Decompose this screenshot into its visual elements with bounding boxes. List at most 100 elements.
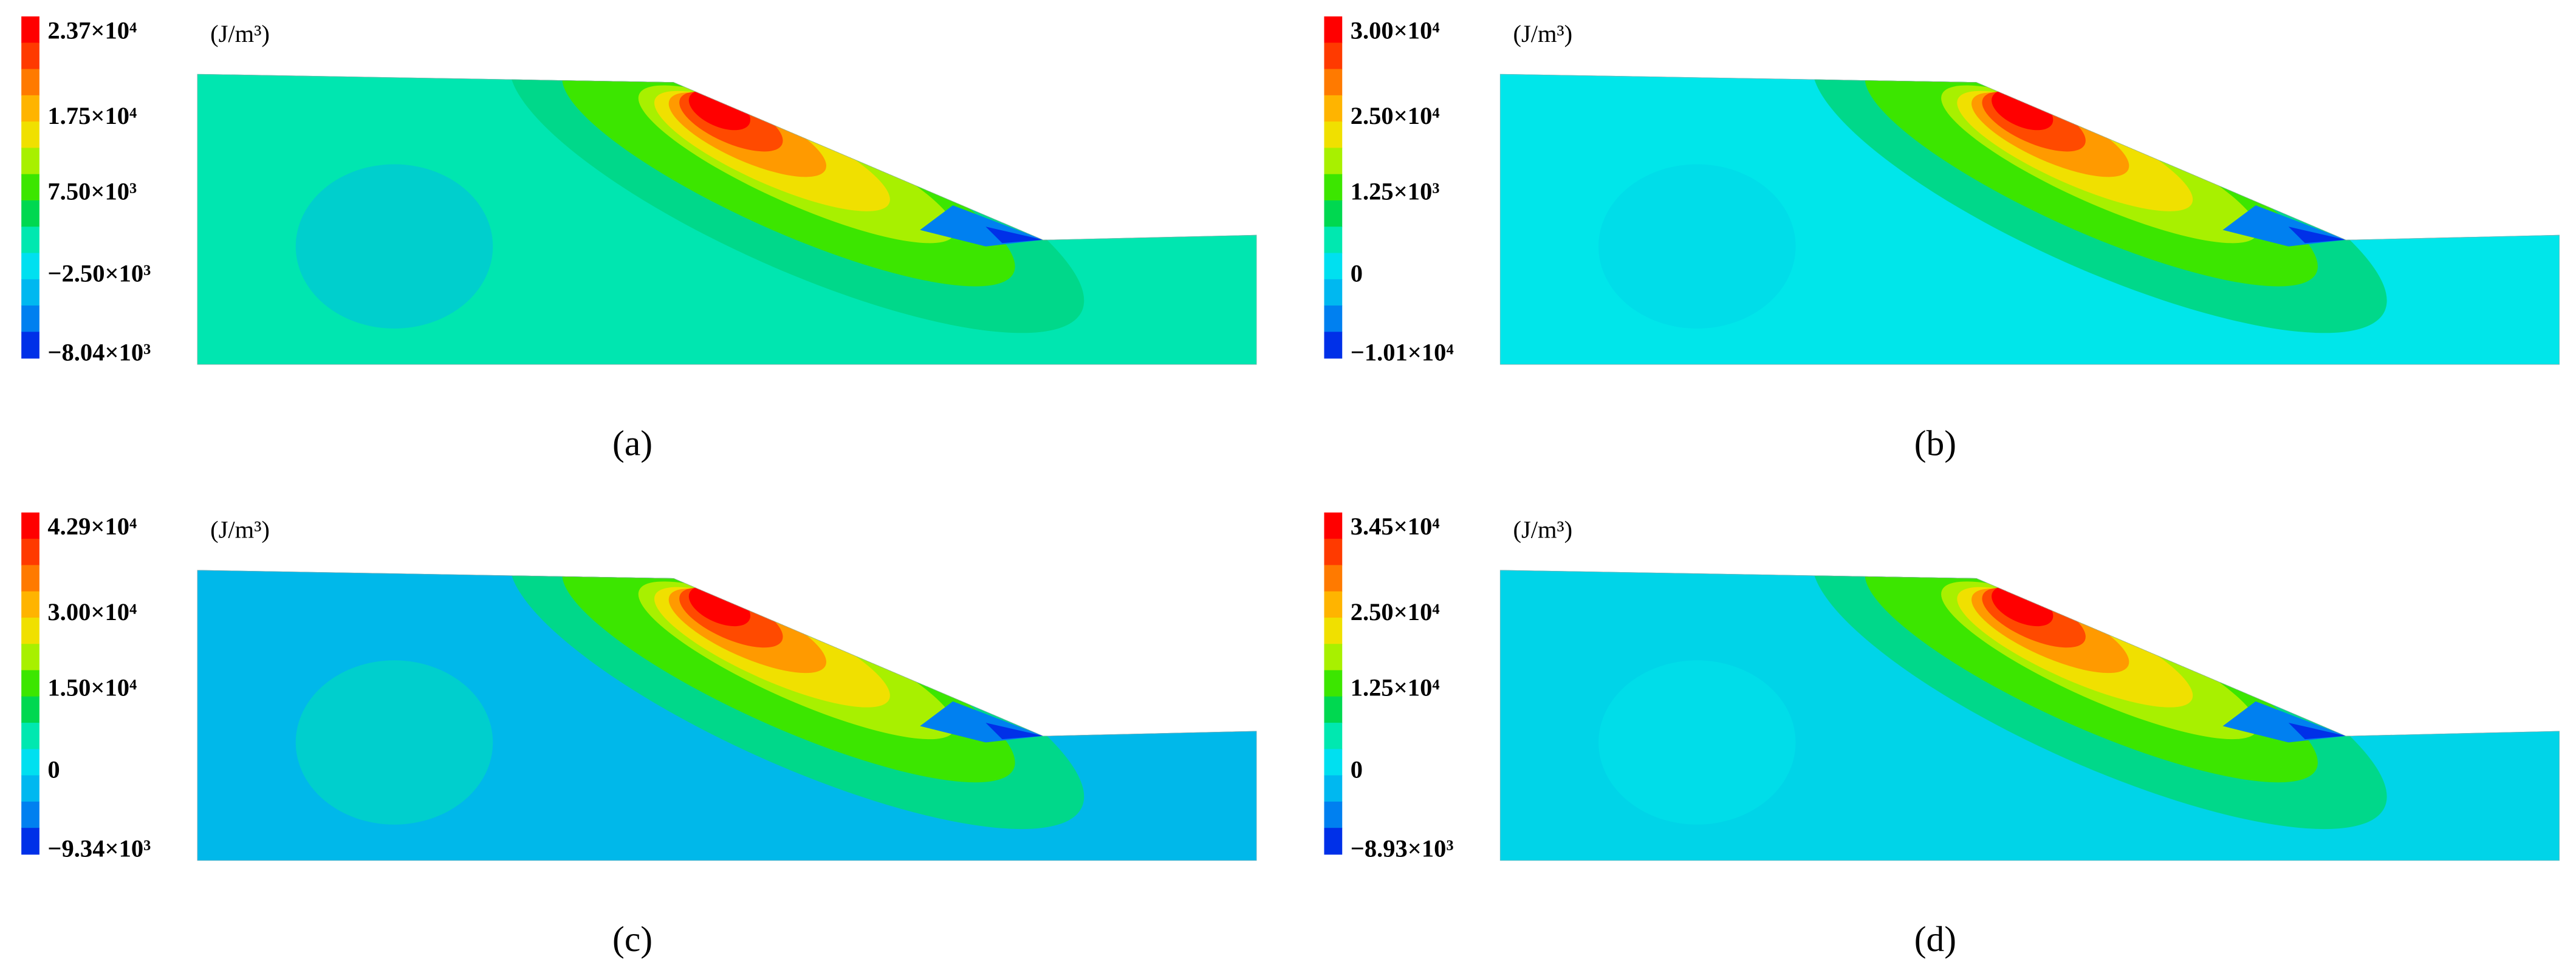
colorbar-band <box>1324 43 1343 70</box>
colorbar-band <box>1324 749 1343 776</box>
colorbar-band <box>21 565 39 592</box>
colorbar-band <box>21 253 39 280</box>
panel: 4.29×10⁴ 3.00×10⁴ 1.50×10⁴ 0 −9.34×10³ (J/m³)… <box>21 512 1257 959</box>
colorbar-band <box>21 227 39 254</box>
panel: 3.45×10⁴ 2.50×10⁴ 1.25×10⁴ 0 −8.93×10³ (J/m³)… <box>1324 512 2560 959</box>
colorbar-band <box>21 121 39 149</box>
contour <box>1598 164 1796 329</box>
colorbar-label: 1.75×10⁴ <box>47 102 137 129</box>
contour <box>1598 660 1796 825</box>
colorbar-band <box>1324 305 1343 333</box>
colorbar-band <box>1324 121 1343 149</box>
colorbar-band <box>21 279 39 306</box>
contour-plot <box>197 73 1257 365</box>
colorbar-band <box>21 512 39 539</box>
colorbar-band <box>21 43 39 70</box>
colorbar-band <box>1324 723 1343 750</box>
colorbar-label: 0 <box>1351 756 1363 783</box>
contour <box>295 660 493 825</box>
colorbar-band <box>1324 253 1343 280</box>
colorbar-label: 1.50×10⁴ <box>47 674 137 701</box>
colorbar-label: −1.01×10⁴ <box>1351 339 1454 366</box>
colorbar-label: −2.50×10³ <box>47 260 151 287</box>
colorbar-band <box>21 332 39 359</box>
colorbar-band <box>1324 617 1343 645</box>
panel-caption: (b) <box>1914 423 1956 463</box>
colorbar-band <box>1324 512 1343 539</box>
colorbar-band <box>1324 332 1343 359</box>
colorbar-label: 7.50×10³ <box>47 177 137 205</box>
colorbar-band <box>21 801 39 828</box>
domain-outline <box>197 570 1257 861</box>
colorbar-label: 4.29×10⁴ <box>47 513 137 540</box>
colorbar-band <box>1324 775 1343 802</box>
colorbar-label: −8.04×10³ <box>47 339 151 366</box>
colorbar-label: 3.45×10⁴ <box>1351 513 1440 540</box>
colorbar-band <box>1324 670 1343 697</box>
colorbar-label: 2.37×10⁴ <box>47 16 137 44</box>
colorbar-label: 0 <box>1351 260 1363 287</box>
colorbar-label: 3.00×10⁴ <box>1351 16 1440 44</box>
colorbar-band <box>21 775 39 802</box>
colorbar-label: 3.00×10⁴ <box>47 598 137 626</box>
contour-plot <box>1499 570 2560 861</box>
colorbar-band <box>1324 148 1343 175</box>
unit-label: (J/m³) <box>210 516 270 544</box>
contour <box>295 164 493 329</box>
colorbar-label: 1.25×10⁴ <box>1351 674 1440 701</box>
colorbar-band <box>1324 565 1343 592</box>
colorbar-band <box>21 696 39 723</box>
colorbar-band <box>21 95 39 122</box>
contour <box>2288 723 2346 740</box>
colorbar-band <box>21 828 39 855</box>
colorbar-band <box>21 617 39 645</box>
colorbar-band <box>1324 539 1343 566</box>
unit-label: (J/m³) <box>1513 20 1572 47</box>
colorbar-band <box>21 16 39 44</box>
contour <box>985 723 1044 740</box>
contour-plot <box>1499 73 2560 365</box>
unit-label: (J/m³) <box>1513 516 1572 544</box>
panel: 3.00×10⁴ 2.50×10⁴ 1.25×10³ 0 −1.01×10⁴ (J/m³)… <box>1324 16 2560 463</box>
colorbar-label: −9.34×10³ <box>47 834 151 862</box>
colorbar-band <box>1324 227 1343 254</box>
colorbar-band <box>1324 801 1343 828</box>
colorbar-band <box>21 148 39 175</box>
colorbar-band <box>21 539 39 566</box>
colorbar-band <box>1324 279 1343 306</box>
colorbar-band <box>1324 828 1343 855</box>
colorbar-band <box>21 305 39 333</box>
colorbar-label: −8.93×10³ <box>1351 834 1454 862</box>
colorbar-label: 2.50×10⁴ <box>1351 598 1440 626</box>
panel: 2.37×10⁴ 1.75×10⁴ 7.50×10³ −2.50×10³ −8.04×1… <box>21 16 1257 463</box>
unit-label: (J/m³) <box>210 20 270 47</box>
colorbar-band <box>1324 174 1343 201</box>
colorbar-label: 1.25×10³ <box>1351 177 1440 205</box>
colorbar-band <box>1324 200 1343 228</box>
colorbar-band <box>1324 95 1343 122</box>
panel-caption: (d) <box>1914 919 1956 959</box>
colorbar-band <box>21 749 39 776</box>
colorbar-band <box>21 644 39 671</box>
contour <box>2288 227 2346 244</box>
colorbar-band <box>21 200 39 228</box>
colorbar-band <box>1324 591 1343 618</box>
panel-caption: (c) <box>612 919 653 959</box>
colorbar-band <box>21 670 39 697</box>
colorbar-band <box>21 69 39 96</box>
colorbar-band <box>1324 16 1343 44</box>
contour-plot <box>197 570 1257 861</box>
colorbar-band <box>1324 696 1343 723</box>
panel-caption: (a) <box>612 423 653 463</box>
colorbar-band <box>21 723 39 750</box>
colorbar-band <box>1324 69 1343 96</box>
colorbar-band <box>21 591 39 618</box>
colorbar-label: 0 <box>47 756 60 783</box>
colorbar-band <box>21 174 39 201</box>
colorbar-label: 2.50×10⁴ <box>1351 102 1440 129</box>
domain-outline <box>1499 570 2560 861</box>
colorbar-band <box>1324 644 1343 671</box>
contour <box>985 227 1044 244</box>
